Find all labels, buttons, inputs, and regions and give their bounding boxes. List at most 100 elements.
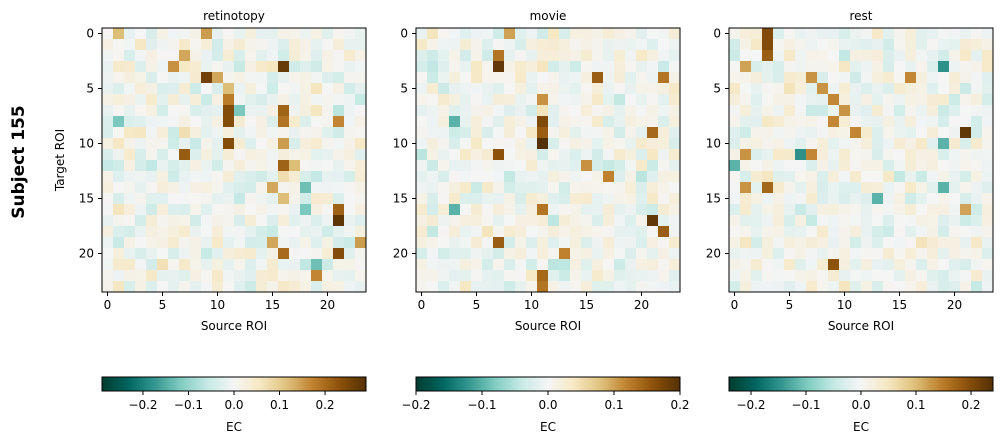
heatmap-cell — [614, 149, 626, 161]
heatmap-cell — [949, 204, 961, 216]
heatmap-cell — [603, 72, 615, 84]
heatmap-cell — [883, 171, 895, 183]
heatmap-cell — [223, 204, 235, 216]
heatmap-cell — [762, 248, 774, 260]
heatmap-cell — [223, 50, 235, 62]
heatmap-cell — [493, 61, 505, 73]
heatmap-cell — [949, 94, 961, 106]
heatmap-cell — [256, 281, 268, 293]
heatmap-cell — [740, 248, 752, 260]
heatmap-cell — [124, 160, 136, 172]
heatmap-cell — [603, 116, 615, 128]
heatmap-cell — [795, 138, 807, 150]
heatmap-cell — [157, 281, 169, 293]
heatmap-cell — [603, 83, 615, 95]
heatmap-cell — [784, 193, 796, 205]
heatmap-cell — [256, 193, 268, 205]
heatmap-cell — [493, 28, 505, 40]
heatmap-cell — [124, 116, 136, 128]
heatmap-cell — [960, 94, 972, 106]
heatmap-cell — [916, 248, 928, 260]
heatmap-cell — [124, 226, 136, 238]
heatmap-cell — [729, 105, 741, 117]
heatmap-cell — [438, 94, 450, 106]
heatmap-cell — [669, 83, 681, 95]
heatmap-cell — [559, 270, 571, 282]
heatmap-cell — [256, 94, 268, 106]
heatmap-cell — [278, 94, 290, 106]
heatmap-cell — [322, 127, 334, 139]
heatmap-cell — [658, 215, 670, 227]
heatmap-cell — [355, 72, 367, 84]
heatmap-cell — [190, 39, 202, 51]
heatmap-cell — [658, 116, 670, 128]
heatmap-cell — [828, 105, 840, 117]
heatmap-cell — [658, 204, 670, 216]
heatmap-cell — [548, 61, 560, 73]
heatmap-cell — [938, 215, 950, 227]
heatmap-cell — [449, 83, 461, 95]
heatmap-cell — [817, 160, 829, 172]
heatmap-cell — [949, 182, 961, 194]
heatmap-cell — [603, 50, 615, 62]
heatmap-cell — [971, 127, 983, 139]
heatmap-cell — [861, 237, 873, 249]
heatmap-cell — [234, 248, 246, 260]
heatmap-cell — [905, 193, 917, 205]
heatmap-cell — [971, 116, 983, 128]
heatmap-cell — [537, 237, 549, 249]
heatmap-cell — [223, 248, 235, 260]
heatmap-cell — [416, 50, 428, 62]
colorbar-tick-label: −0.2 — [128, 398, 157, 412]
heatmap-cell — [784, 237, 796, 249]
heatmap-cell — [658, 83, 670, 95]
heatmap-cell — [289, 215, 301, 227]
heatmap-cell — [861, 270, 873, 282]
heatmap-cell — [905, 204, 917, 216]
heatmap-cell — [751, 182, 763, 194]
heatmap-cell — [938, 94, 950, 106]
heatmap-cell — [289, 50, 301, 62]
axes-frame — [415, 27, 681, 293]
heatmap-cell — [113, 237, 125, 249]
heatmap-cell — [828, 248, 840, 260]
heatmap-cell — [526, 270, 538, 282]
heatmap-cell — [883, 83, 895, 95]
heatmap-cell — [806, 138, 818, 150]
heatmap-cell — [113, 204, 125, 216]
heatmap-cell — [614, 270, 626, 282]
heatmap-cell — [333, 61, 345, 73]
heatmap-cell — [427, 270, 439, 282]
heatmap-cell — [416, 193, 428, 205]
heatmap-cell — [784, 182, 796, 194]
heatmap-cell — [300, 281, 312, 293]
colorbar-tick-label: −0.2 — [401, 398, 430, 412]
heatmap-cell — [427, 61, 439, 73]
heatmap-cell — [971, 83, 983, 95]
x-tick-label: 5 — [159, 298, 167, 312]
heatmap-cell — [124, 94, 136, 106]
heatmap-cell — [839, 28, 851, 40]
heatmap-cell — [322, 193, 334, 205]
heatmap-cell — [333, 226, 345, 238]
heatmap-cell — [212, 50, 224, 62]
heatmap-cell — [515, 215, 527, 227]
heatmap-cell — [740, 149, 752, 161]
heatmap-cell — [289, 127, 301, 139]
heatmap-cell — [729, 193, 741, 205]
heatmap-cell — [927, 182, 939, 194]
heatmap-cell — [245, 50, 257, 62]
heatmap-cell — [817, 149, 829, 161]
heatmap-cell — [493, 160, 505, 172]
heatmap-cell — [179, 237, 191, 249]
heatmap-cell — [256, 149, 268, 161]
heatmap-cell — [784, 28, 796, 40]
heatmap-cell — [267, 281, 279, 293]
heatmap-cell — [559, 94, 571, 106]
heatmap-cell — [850, 259, 862, 271]
x-tick-label: 10 — [524, 298, 539, 312]
heatmap-cell — [894, 237, 906, 249]
heatmap-cell — [300, 39, 312, 51]
heatmap-cell — [311, 259, 323, 271]
